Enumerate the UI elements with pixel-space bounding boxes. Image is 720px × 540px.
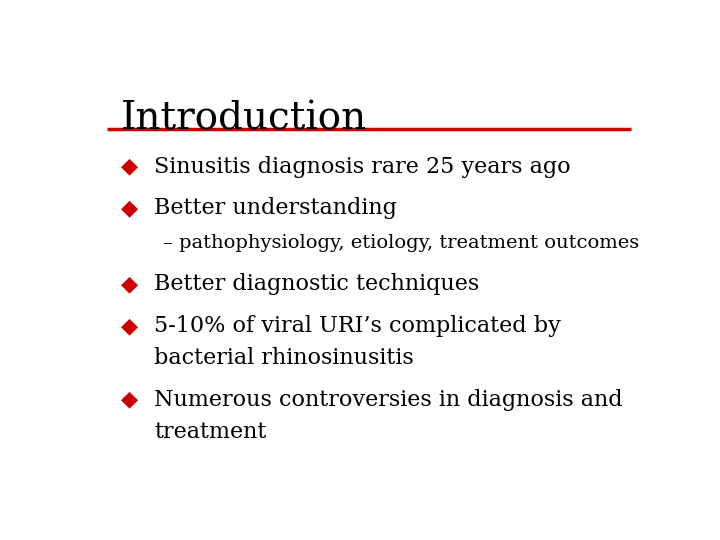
Text: ◆: ◆ (121, 389, 138, 409)
Text: bacterial rhinosinusitis: bacterial rhinosinusitis (154, 347, 414, 369)
Text: ◆: ◆ (121, 157, 138, 177)
Text: – pathophysiology, etiology, treatment outcomes: – pathophysiology, etiology, treatment o… (163, 234, 639, 252)
Text: ◆: ◆ (121, 316, 138, 336)
Text: Introduction: Introduction (121, 100, 367, 137)
Text: Sinusitis diagnosis rare 25 years ago: Sinusitis diagnosis rare 25 years ago (154, 156, 571, 178)
Text: 5-10% of viral URI’s complicated by: 5-10% of viral URI’s complicated by (154, 315, 561, 337)
Text: Better diagnostic techniques: Better diagnostic techniques (154, 273, 480, 295)
Text: treatment: treatment (154, 421, 266, 443)
Text: Numerous controversies in diagnosis and: Numerous controversies in diagnosis and (154, 388, 623, 410)
Text: ◆: ◆ (121, 198, 138, 218)
Text: Better understanding: Better understanding (154, 197, 397, 219)
Text: ◆: ◆ (121, 274, 138, 294)
